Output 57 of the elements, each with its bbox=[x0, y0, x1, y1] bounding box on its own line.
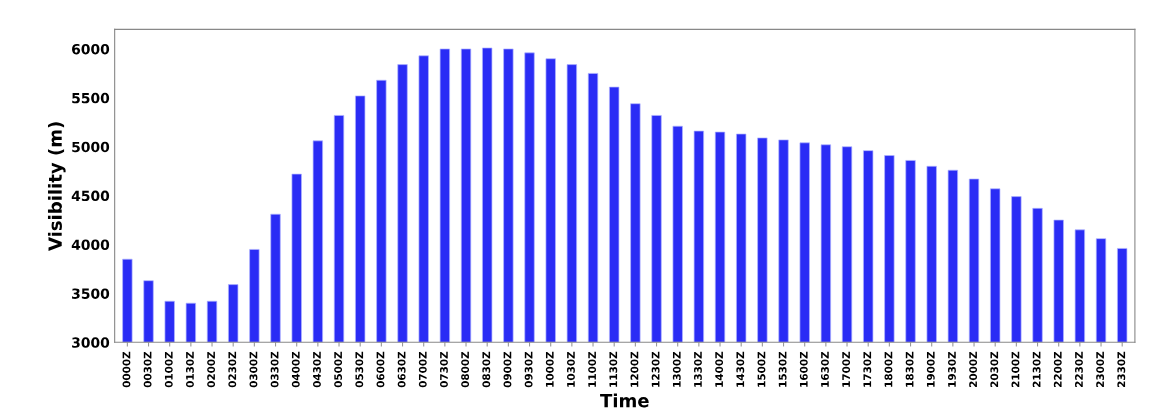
y-axis-title: Visibility (m) bbox=[47, 122, 66, 251]
y-tick-label: 3000 bbox=[72, 337, 110, 348]
x-tick-label: 0400Z bbox=[291, 351, 300, 388]
x-tick-label: 0700Z bbox=[418, 351, 427, 388]
x-tick-label: 2000Z bbox=[969, 351, 978, 388]
x-tick-label: 0130Z bbox=[186, 351, 194, 388]
x-tick-label: 1900Z bbox=[926, 351, 935, 387]
x-tick-label: 1430Z bbox=[736, 351, 745, 387]
y-tick-label: 5000 bbox=[72, 141, 110, 153]
x-tick-label: 2300Z bbox=[1096, 351, 1105, 388]
x-tick-label: 0030Z bbox=[143, 351, 152, 388]
x-axis-title: Time bbox=[600, 393, 649, 408]
x-tick-label: 1230Z bbox=[651, 351, 660, 387]
x-tick-label: 2230Z bbox=[1075, 351, 1083, 388]
x-tick-label: 2030Z bbox=[990, 351, 999, 388]
x-tick-label: 1730Z bbox=[863, 351, 872, 387]
x-tick-label: 1500Z bbox=[757, 351, 766, 387]
x-tick-label: 2330Z bbox=[1117, 351, 1126, 388]
x-tick-label: 0900Z bbox=[503, 351, 512, 388]
y-tick-label: 4500 bbox=[71, 190, 110, 202]
x-tick-label: 1200Z bbox=[630, 351, 639, 387]
x-tick-label: 1800Z bbox=[884, 351, 893, 387]
x-tick-label: 2100Z bbox=[1011, 351, 1020, 388]
x-tick-label: 1100Z bbox=[588, 351, 597, 387]
x-tick-label: 0300Z bbox=[249, 351, 258, 388]
x-tick-label: 0730Z bbox=[440, 351, 448, 388]
x-tick-label: 1000Z bbox=[545, 351, 554, 387]
x-tick-label: 1400Z bbox=[715, 351, 724, 387]
x-tick-label: 1300Z bbox=[672, 351, 681, 387]
x-tick-label: 0830Z bbox=[482, 351, 491, 388]
x-tick-label: 0230Z bbox=[228, 351, 237, 388]
x-tick-label: 1700Z bbox=[842, 351, 851, 387]
y-tick-label: 4000 bbox=[71, 239, 110, 250]
x-tick-label: 1930Z bbox=[948, 351, 956, 387]
y-tick-label: 6000 bbox=[72, 43, 110, 55]
x-tick-label: 0500Z bbox=[334, 351, 343, 388]
x-tick-label: 0200Z bbox=[207, 351, 216, 388]
x-tick-label: 1630Z bbox=[821, 351, 829, 387]
x-tick-label: 1030Z bbox=[567, 351, 575, 387]
x-tick-label: 1330Z bbox=[694, 351, 702, 387]
x-tick-label: 0100Z bbox=[164, 351, 173, 388]
x-tick-label: 0630Z bbox=[397, 351, 406, 388]
x-tick-label: 0530Z bbox=[355, 351, 364, 388]
x-tick-label: 1130Z bbox=[609, 351, 618, 387]
x-tick-label: 0430Z bbox=[313, 351, 321, 388]
x-tick-label: 2200Z bbox=[1053, 351, 1062, 388]
x-tick-label: 0930Z bbox=[524, 351, 533, 388]
x-tick-label: 2130Z bbox=[1032, 351, 1041, 388]
x-tick-label: 1830Z bbox=[905, 351, 914, 387]
x-tick-label: 0330Z bbox=[270, 351, 279, 388]
x-tick-label: 1530Z bbox=[778, 351, 787, 387]
x-tick-label: 1600Z bbox=[799, 351, 808, 387]
x-tick-label: 0800Z bbox=[461, 351, 470, 388]
x-tick-label: 0600Z bbox=[376, 351, 385, 388]
y-tick-label: 5500 bbox=[72, 92, 110, 104]
x-tick-label: 0000Z bbox=[122, 351, 131, 388]
y-tick-label: 3500 bbox=[72, 288, 110, 299]
